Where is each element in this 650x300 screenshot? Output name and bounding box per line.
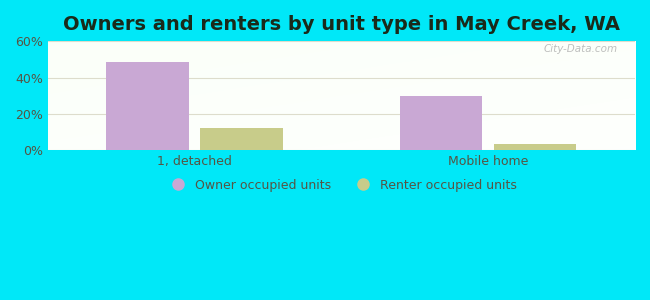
Text: City-Data.com: City-Data.com [543,44,618,54]
Bar [107,62,188,150]
Title: Owners and renters by unit type in May Creek, WA: Owners and renters by unit type in May C… [63,15,620,34]
Bar [400,96,482,150]
Bar [200,128,283,150]
Bar [494,144,577,150]
Legend: Owner occupied units, Renter occupied units: Owner occupied units, Renter occupied un… [161,174,522,196]
